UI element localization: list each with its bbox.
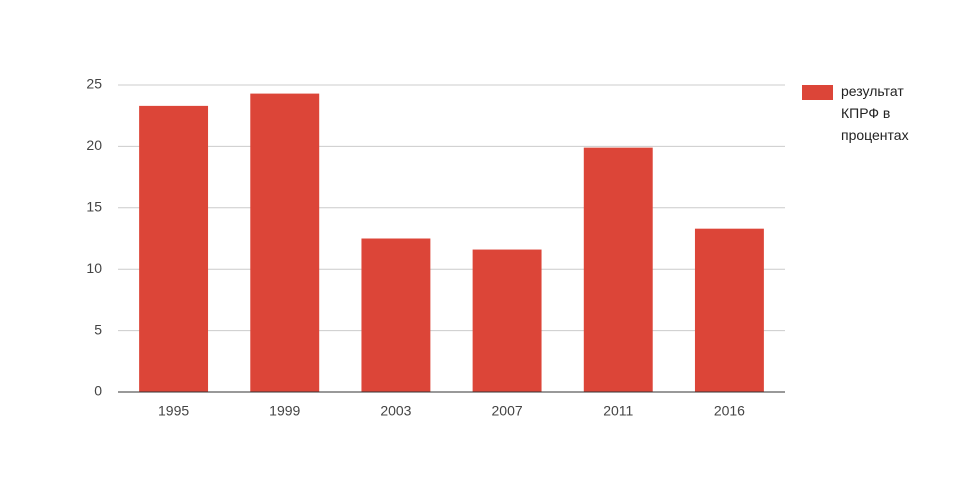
y-tick-label: 5: [94, 321, 102, 337]
x-tick-label: 2007: [492, 403, 523, 419]
x-tick-label: 1999: [269, 403, 300, 419]
bar: [361, 238, 431, 392]
x-tick-label: 2011: [603, 403, 633, 419]
bar: [583, 147, 653, 392]
bar: [694, 228, 764, 392]
bar: [250, 93, 320, 392]
x-tick-label: 2003: [380, 403, 411, 419]
y-tick-label: 20: [86, 137, 102, 153]
bar: [139, 105, 209, 392]
y-tick-label: 15: [86, 199, 102, 215]
x-tick-label: 2016: [714, 403, 745, 419]
legend-label: результат КПРФ в процентах: [841, 83, 909, 143]
y-tick-label: 10: [86, 260, 102, 276]
legend: результат КПРФ в процентах: [802, 83, 931, 146]
y-tick-label: 0: [94, 383, 102, 399]
bar: [472, 249, 542, 392]
y-tick-label: 25: [86, 76, 102, 92]
legend-swatch: [802, 85, 833, 100]
x-tick-label: 1995: [158, 403, 189, 419]
